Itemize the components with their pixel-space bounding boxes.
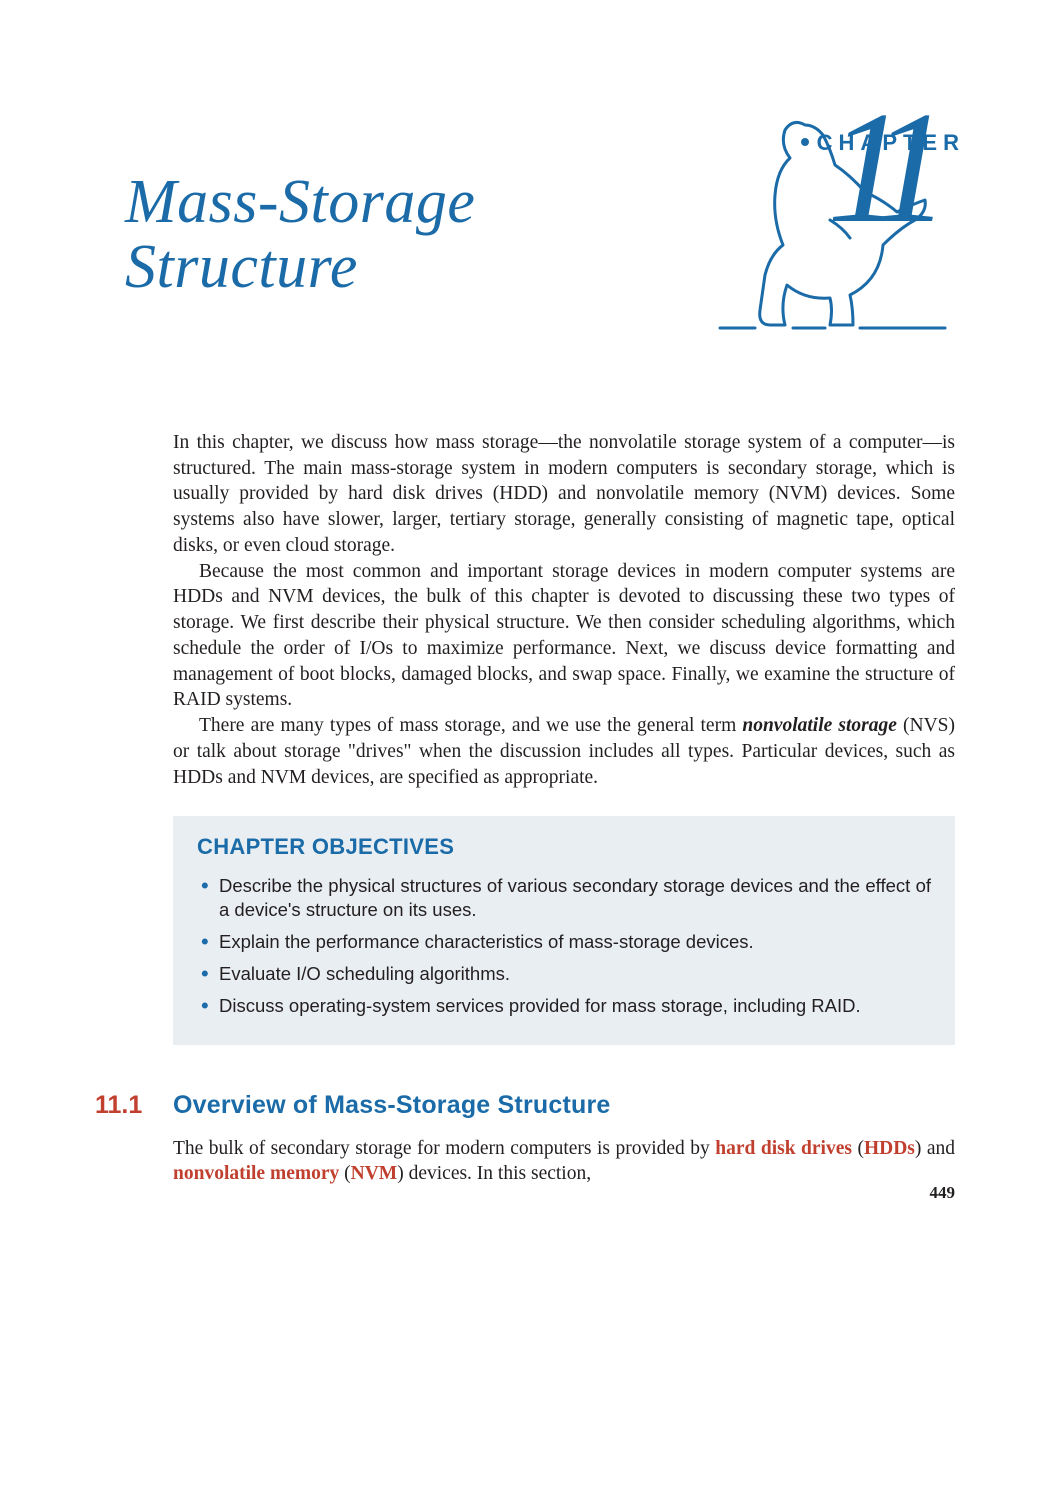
objective-item: Describe the physical structures of vari… <box>197 874 931 922</box>
p3-term: nonvolatile storage <box>742 715 897 736</box>
term-nonvolatile-memory: nonvolatile memory <box>173 1163 339 1184</box>
section-body: The bulk of secondary storage for modern… <box>173 1136 955 1187</box>
chapter-header: Mass-Storage Structure CHAPTER <box>95 120 955 380</box>
chapter-badge: CHAPTER 11 <box>665 100 965 360</box>
section-text-d: ( <box>339 1163 350 1184</box>
section-text-b: ( <box>852 1138 864 1159</box>
page-number: 449 <box>930 1183 956 1203</box>
section-text-a: The bulk of secondary storage for modern… <box>173 1138 715 1159</box>
objectives-list: Describe the physical structures of vari… <box>197 874 931 1018</box>
chapter-number: 11 <box>827 75 925 260</box>
p3-text-a: There are many types of mass storage, an… <box>199 715 742 736</box>
content: In this chapter, we discuss how mass sto… <box>173 430 955 1187</box>
section-title: Overview of Mass-Storage Structure <box>173 1091 611 1120</box>
term-hard-disk-drives: hard disk drives <box>715 1138 852 1159</box>
term-nvm: NVM <box>351 1163 398 1184</box>
page: Mass-Storage Structure CHAPTER <box>0 0 1050 1247</box>
objective-item: Discuss operating-system services provid… <box>197 994 931 1018</box>
chapter-title: Mass-Storage Structure <box>125 170 475 300</box>
section-number: 11.1 <box>95 1091 173 1120</box>
intro-paragraph-2: Because the most common and important st… <box>173 559 955 713</box>
section-heading: 11.1 Overview of Mass-Storage Structure <box>95 1091 955 1120</box>
objective-item: Evaluate I/O scheduling algorithms. <box>197 962 931 986</box>
term-hdds: HDDs <box>864 1138 915 1159</box>
objectives-box: CHAPTER OBJECTIVES Describe the physical… <box>173 816 955 1044</box>
section-text-c: ) and <box>915 1138 955 1159</box>
intro-paragraph-3: There are many types of mass storage, an… <box>173 713 955 790</box>
intro-paragraph-1: In this chapter, we discuss how mass sto… <box>173 430 955 559</box>
section-text-e: ) devices. In this section, <box>397 1163 591 1184</box>
objectives-heading: CHAPTER OBJECTIVES <box>197 834 931 860</box>
chapter-title-line1: Mass-Storage <box>125 168 475 236</box>
objective-item: Explain the performance characteristics … <box>197 930 931 954</box>
chapter-title-line2: Structure <box>125 233 358 301</box>
